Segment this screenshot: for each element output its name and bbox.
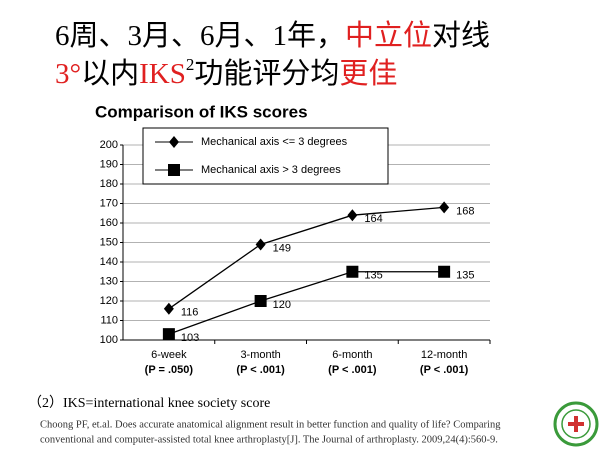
marker: [254, 295, 267, 307]
heading-segment: 更佳: [339, 57, 397, 90]
y-tick-label: 100: [100, 334, 118, 346]
marker: [163, 302, 174, 315]
y-tick-label: 140: [100, 256, 118, 268]
marker: [169, 136, 179, 148]
chart-title: Comparison of IKS scores: [95, 102, 308, 121]
heading-segment: 以内: [81, 57, 139, 90]
data-label: 168: [456, 205, 474, 217]
legend-box: [142, 127, 389, 185]
marker: [347, 209, 358, 222]
data-label: 164: [364, 213, 382, 225]
y-tick-label: 190: [100, 158, 118, 170]
legend-label: Mechanical axis > 3 degrees: [201, 164, 341, 176]
heading-segment: 功能评分均: [194, 57, 339, 90]
data-label: 149: [273, 242, 291, 254]
x-tick-label: 6-week: [151, 349, 187, 361]
footnote: （2）IKS=international knee society score: [28, 395, 270, 411]
data-label: 103: [181, 332, 199, 344]
heading-segment: 对线: [432, 19, 490, 52]
marker: [168, 164, 180, 176]
y-tick-label: 150: [100, 236, 118, 248]
heading-line: 3°以内IKS2功能评分均更佳: [55, 55, 397, 89]
x-tick-label: 12-month: [421, 349, 467, 361]
marker: [439, 201, 450, 214]
heading-segment: IKS: [139, 58, 186, 90]
heading-segment: 中立位: [345, 19, 432, 52]
marker: [346, 265, 359, 278]
data-label: 135: [456, 270, 474, 282]
data-label: 120: [273, 299, 291, 311]
y-tick-label: 200: [100, 139, 118, 151]
y-tick-label: 120: [100, 295, 118, 307]
legend-label: Mechanical axis <= 3 degrees: [201, 136, 348, 148]
series-line: [168, 206, 445, 310]
citation: conventional and computer-assisted total…: [40, 434, 498, 445]
heading-segment: 3°: [55, 58, 81, 90]
x-tick-sublabel: (P < .001): [328, 364, 377, 376]
x-tick-label: 3-month: [240, 349, 280, 361]
heading-segment: 6周、3月、6月、1年，: [55, 19, 345, 52]
y-tick-label: 130: [100, 275, 118, 287]
series-line: [168, 271, 445, 335]
heading-segment: 2: [186, 55, 195, 74]
y-tick-label: 110: [100, 314, 118, 326]
x-tick-sublabel: (P < .001): [236, 364, 285, 376]
heading-line: 6周、3月、6月、1年，中立位对线: [55, 19, 490, 52]
x-tick-sublabel: (P = .050): [145, 364, 194, 376]
logo: [553, 401, 599, 447]
x-tick-label: 6-month: [332, 349, 372, 361]
marker: [255, 238, 266, 251]
y-tick-label: 180: [100, 178, 118, 190]
marker: [438, 265, 451, 278]
y-tick-label: 170: [100, 197, 118, 209]
x-tick-sublabel: (P < .001): [420, 364, 469, 376]
citation: Choong PF, et.al. Does accurate anatomic…: [40, 419, 501, 430]
y-tick-label: 160: [100, 217, 118, 229]
data-label: 116: [181, 307, 199, 319]
marker: [162, 328, 175, 341]
data-label: 135: [364, 270, 382, 282]
